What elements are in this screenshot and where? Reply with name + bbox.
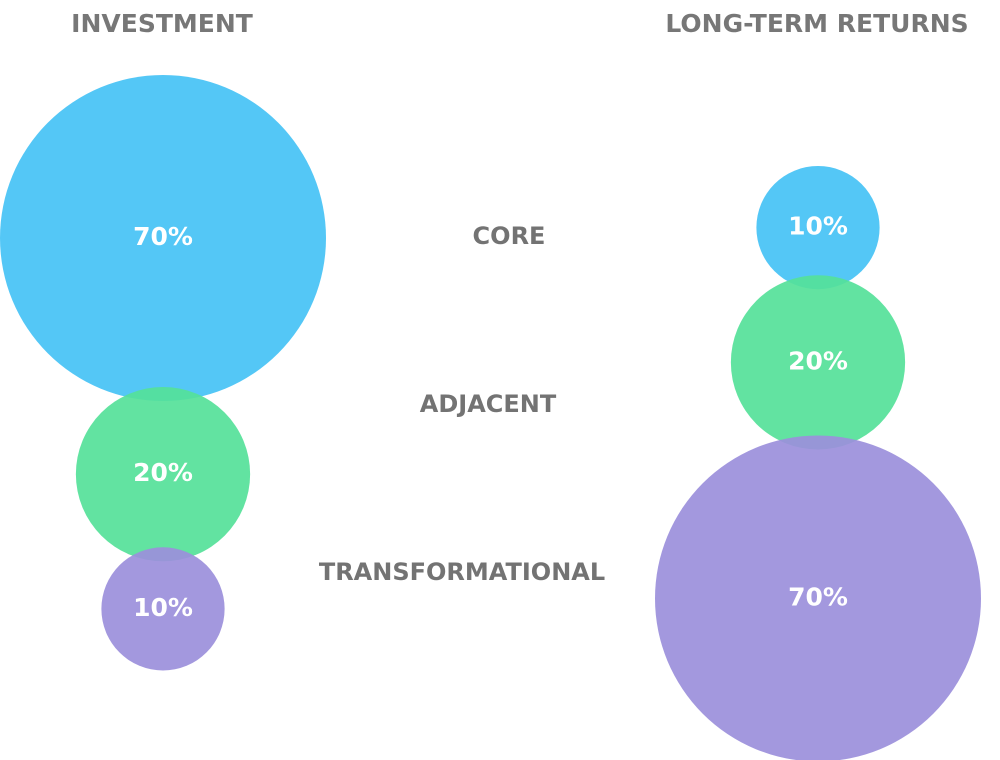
category-label: ADJACENT [420,390,557,418]
column-title: INVESTMENT [71,9,253,38]
value-label: 10% [788,212,848,241]
value-label: 10% [133,593,193,622]
value-label: 20% [133,458,193,487]
column-title: LONG-TERM RETURNS [665,9,968,38]
bubble [75,387,251,562]
category-label: TRANSFORMATIONAL [319,558,605,586]
value-label: 20% [788,346,848,375]
bubble [0,75,326,401]
value-label: 70% [788,582,848,611]
bubble [756,166,880,290]
value-label: 70% [133,222,193,251]
category-label: CORE [473,222,546,250]
bubble [101,547,225,671]
bubble [730,275,906,450]
bubble [655,435,981,760]
